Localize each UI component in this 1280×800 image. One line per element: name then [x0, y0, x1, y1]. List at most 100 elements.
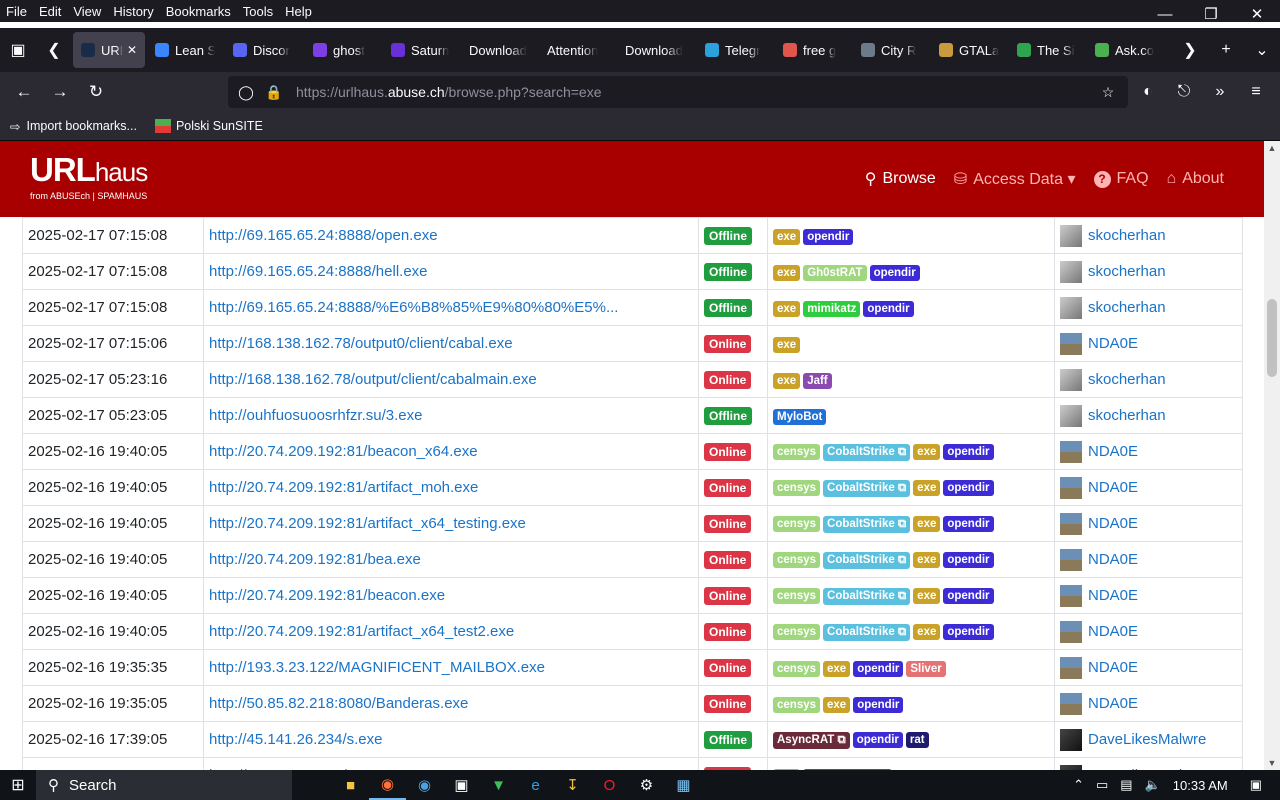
menu-item-tools[interactable]: Tools — [242, 3, 274, 19]
tag-badge[interactable]: censys — [773, 588, 821, 604]
malware-url-link[interactable]: http://20.74.209.192:81/artifact_moh.exe — [209, 479, 479, 496]
tag-badge[interactable]: MeduzaStealer — [803, 768, 892, 770]
reporter-link[interactable]: NDA0E — [1088, 443, 1139, 460]
malware-url-link[interactable]: http://147.45.44.170/3.exe — [209, 767, 383, 770]
browser-tab[interactable]: The Si — [1009, 32, 1085, 68]
browser-tab[interactable]: Saturn — [383, 32, 459, 68]
scroll-down-icon[interactable]: ▼ — [1267, 758, 1277, 768]
tab-list-icon[interactable]: ▣ — [10, 42, 26, 59]
app-icon[interactable]: ◉ — [417, 777, 432, 794]
reporter-link[interactable]: NDA0E — [1088, 515, 1139, 532]
browser-tab[interactable]: Attention — [539, 32, 615, 68]
tray-chevron-icon[interactable]: ⌃ — [1073, 777, 1084, 792]
reporter-link[interactable]: DaveLikesMalwre — [1088, 767, 1206, 770]
reporter-link[interactable]: DaveLikesMalwre — [1088, 731, 1207, 748]
malware-url-link[interactable]: http://69.165.65.24:8888/open.exe — [209, 227, 438, 244]
tag-badge[interactable]: exe — [913, 624, 941, 640]
browser-tab[interactable]: Ask.co — [1087, 32, 1163, 68]
notifications-icon[interactable]: ▣ — [1249, 777, 1262, 792]
url-bar[interactable]: ◯ 🔒 https://urlhaus.abuse.ch/browse.php?… — [228, 76, 1128, 108]
malware-url-link[interactable]: http://20.74.209.192:81/artifact_x64_tes… — [209, 515, 526, 532]
reporter-link[interactable]: skocherhan — [1088, 263, 1166, 280]
minimize-icon[interactable]: — — [1157, 5, 1173, 23]
malware-url-link[interactable]: http://20.74.209.192:81/artifact_x64_tes… — [209, 623, 515, 640]
malware-url-link[interactable]: http://20.74.209.192:81/beacon_x64.exe — [209, 443, 478, 460]
restore-icon[interactable]: ❐ — [1204, 6, 1218, 23]
reporter-link[interactable]: NDA0E — [1088, 335, 1139, 352]
tag-badge[interactable]: exe — [773, 336, 801, 353]
close-tab-icon[interactable]: ✕ — [126, 43, 137, 57]
bookmark-polski-sunsite[interactable]: Polski SunSITE — [154, 119, 263, 133]
browser-tab[interactable]: GTALa — [931, 32, 1007, 68]
browser-tab[interactable]: ghost — [305, 32, 381, 68]
tag-badge[interactable]: opendir — [853, 660, 904, 677]
menu-item-edit[interactable]: Edit — [38, 3, 62, 19]
tag-badge[interactable]: opendir — [852, 732, 903, 748]
volume-icon[interactable]: 🔈 — [1144, 777, 1161, 792]
browser-tab[interactable]: Lean S — [147, 32, 223, 68]
malware-url-link[interactable]: http://20.74.209.192:81/beacon.exe — [209, 587, 446, 604]
tag-badge[interactable]: CobaltStrike ⧉ — [823, 444, 911, 461]
tag-badge[interactable]: exe — [773, 768, 801, 770]
tag-badge[interactable]: opendir — [943, 552, 994, 568]
nav-browse[interactable]: ⚲ Browse — [864, 170, 936, 188]
forward-icon[interactable]: → — [51, 82, 69, 101]
tag-badge[interactable]: CobaltStrike ⧉ — [823, 624, 911, 641]
tag-badge[interactable]: mimikatz — [803, 300, 861, 317]
tag-badge[interactable]: censys — [773, 552, 821, 568]
tag-badge[interactable]: CobaltStrike ⧉ — [823, 480, 911, 497]
nav-faq[interactable]: ? FAQ — [1093, 170, 1149, 188]
reporter-link[interactable]: NDA0E — [1088, 587, 1139, 604]
tag-badge[interactable]: exe — [773, 300, 801, 317]
tag-badge[interactable]: exe — [913, 480, 941, 496]
tag-badge[interactable]: exe — [913, 588, 941, 604]
edge-icon[interactable]: e — [531, 776, 540, 794]
browser-tab[interactable]: Download — [617, 32, 695, 68]
reporter-link[interactable]: skocherhan — [1088, 407, 1166, 424]
reporter-link[interactable]: NDA0E — [1088, 695, 1139, 712]
malware-url-link[interactable]: http://69.165.65.24:8888/%E6%B8%85%E9%80… — [209, 299, 619, 316]
overflow-chevron-icon[interactable]: » — [1215, 83, 1225, 100]
browser-tab[interactable]: Download — [461, 32, 537, 68]
tag-badge[interactable]: exe — [773, 372, 801, 389]
file-explorer-icon[interactable]: ■ — [345, 776, 356, 794]
bookmark-star-icon[interactable]: ☆ — [1101, 83, 1115, 100]
close-icon[interactable]: ✕ — [1250, 6, 1264, 23]
all-tabs-chevron-icon[interactable]: ⌄ — [1255, 42, 1269, 59]
back-icon[interactable]: ← — [15, 82, 33, 101]
tag-badge[interactable]: Gh0stRAT — [803, 264, 867, 281]
tag-badge[interactable]: opendir — [943, 516, 994, 532]
tag-badge[interactable]: exe — [913, 444, 941, 460]
bookmark-import[interactable]: ⇨ Import bookmarks... — [10, 119, 137, 134]
tag-badge[interactable]: censys — [773, 480, 821, 496]
browser-tab[interactable]: City R — [853, 32, 929, 68]
scroll-up-icon[interactable]: ▲ — [1267, 143, 1277, 153]
tag-badge[interactable]: exe — [913, 552, 941, 568]
scroll-thumb[interactable] — [1267, 299, 1277, 377]
scroll-tabs-right-icon[interactable]: ❯ — [1183, 42, 1197, 59]
settings-icon[interactable]: ⚙ — [639, 777, 654, 794]
clock[interactable]: 10:33 AM — [1172, 777, 1228, 793]
reload-icon[interactable]: ↻ — [88, 82, 104, 101]
tag-badge[interactable]: opendir — [869, 264, 920, 281]
menu-item-view[interactable]: View — [73, 3, 102, 19]
reporter-link[interactable]: NDA0E — [1088, 623, 1139, 640]
tag-badge[interactable]: CobaltStrike ⧉ — [823, 552, 911, 569]
tag-badge[interactable]: exe — [823, 660, 851, 677]
tag-badge[interactable]: exe — [773, 228, 801, 245]
tag-badge[interactable]: opendir — [943, 624, 994, 640]
opera-icon[interactable]: O — [603, 776, 616, 794]
tag-badge[interactable]: exe — [773, 264, 801, 281]
tag-badge[interactable]: opendir — [943, 444, 994, 460]
tag-badge[interactable]: exe — [913, 516, 941, 532]
tag-badge[interactable]: AsyncRAT ⧉ — [773, 732, 850, 749]
hamburger-menu-icon[interactable]: ≡ — [1251, 83, 1261, 100]
tag-badge[interactable]: Jaff — [803, 372, 832, 389]
account-icon[interactable]: ◐ — [1143, 83, 1153, 100]
malware-url-link[interactable]: http://45.141.26.234/s.exe — [209, 731, 383, 748]
downloads-icon[interactable]: ↧ — [566, 777, 579, 794]
tag-badge[interactable]: opendir — [803, 228, 854, 245]
tag-badge[interactable]: opendir — [853, 696, 904, 713]
tag-badge[interactable]: opendir — [943, 480, 994, 496]
malware-url-link[interactable]: http://ouhfuosuoosrhfzr.su/3.exe — [209, 407, 423, 424]
